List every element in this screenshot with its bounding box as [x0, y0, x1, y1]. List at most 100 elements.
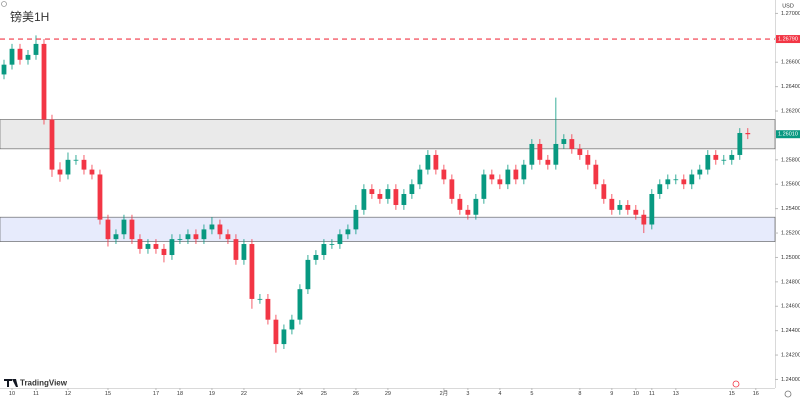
- y-tick-label: 1.24200: [781, 353, 800, 359]
- brand-logo: [4, 379, 18, 387]
- candle-body: [545, 159, 551, 165]
- y-tick-label: 1.25000: [781, 255, 800, 261]
- candle-body: [561, 139, 567, 144]
- x-tick-label: 5: [530, 391, 533, 397]
- alert-price-box: [776, 35, 800, 44]
- candle-body: [145, 244, 151, 249]
- candle-body: [497, 179, 503, 185]
- candle-body: [673, 179, 679, 181]
- settings-icon[interactable]: [784, 390, 792, 398]
- y-tick-label: 1.25800: [781, 157, 800, 163]
- y-tick-label: 1.25600: [781, 182, 800, 188]
- x-tick-label: 10: [633, 391, 639, 397]
- candle-body: [489, 174, 495, 180]
- candle-body: [281, 329, 287, 345]
- candle-body: [73, 159, 79, 161]
- candle-body: [41, 43, 47, 120]
- zones: [0, 119, 776, 242]
- candle-body: [593, 164, 599, 185]
- x-tick-label: 13: [673, 391, 679, 397]
- candle-body: [201, 229, 207, 240]
- candle-body: [361, 189, 367, 210]
- y-tick-label: 1.24000: [781, 377, 800, 383]
- candle-body: [217, 224, 223, 235]
- candle-body: [457, 198, 463, 210]
- candle-body: [553, 143, 559, 165]
- candle-body: [385, 189, 391, 199]
- x-tick-label: 12: [65, 391, 71, 397]
- y-tick-label: 1.26600: [781, 60, 800, 66]
- candle-body: [537, 143, 543, 160]
- candle-body: [137, 239, 143, 249]
- x-tick-label: 11: [649, 391, 655, 397]
- candle-body: [297, 289, 303, 320]
- candle-body: [521, 164, 527, 180]
- y-tick-label: 1.26400: [781, 84, 800, 90]
- last-price-box: [776, 130, 800, 139]
- candle-body: [329, 244, 335, 245]
- candle-body: [233, 239, 239, 260]
- candle-body: [273, 319, 279, 345]
- x-tick-label: 26: [353, 391, 359, 397]
- candle-body: [393, 189, 399, 205]
- candle-body: [193, 234, 199, 240]
- x-tick-label: 22: [241, 391, 247, 397]
- candle-body: [417, 169, 423, 185]
- candle-body: [737, 132, 743, 155]
- candle-body: [25, 54, 31, 60]
- candle-body: [697, 169, 703, 175]
- candle-body: [241, 244, 247, 260]
- candle-body: [665, 179, 671, 185]
- candle-body: [345, 229, 351, 235]
- y-tick-label: 1.27000: [781, 11, 800, 17]
- candle-body: [433, 154, 439, 170]
- menu-icon[interactable]: [1, 1, 7, 7]
- candle-body: [689, 174, 695, 185]
- candle-body: [17, 48, 23, 60]
- candle-body: [481, 174, 487, 199]
- x-tick-label: 11: [33, 391, 39, 397]
- candle-body: [305, 259, 311, 290]
- candle-body: [529, 143, 535, 165]
- candle-body: [289, 319, 295, 330]
- candle-body: [129, 219, 135, 240]
- y-tick-label: 1.26200: [781, 108, 800, 114]
- brand-name: TradingView: [20, 379, 68, 388]
- candle-body: [121, 219, 127, 235]
- candle-body: [377, 194, 383, 199]
- y-tick-label: 1.24800: [781, 279, 800, 285]
- y-tick-label: 1.25200: [781, 230, 800, 236]
- candle-body: [441, 169, 447, 180]
- candle-body: [513, 169, 519, 180]
- candle-body: [585, 154, 591, 165]
- candle-body: [321, 244, 327, 256]
- candles: [1, 35, 751, 353]
- x-tick-label: 9: [610, 391, 613, 397]
- candle-body: [609, 198, 615, 210]
- candle-body: [9, 48, 15, 65]
- candle-body: [33, 43, 39, 55]
- candle-body: [465, 209, 471, 215]
- candle-body: [713, 154, 719, 160]
- x-tick-label: 15: [729, 391, 735, 397]
- candle-body: [177, 239, 183, 240]
- y-tick-label: 1.24600: [781, 304, 800, 310]
- chart-title: 镑美1H: [10, 9, 49, 24]
- event-icon[interactable]: [732, 380, 740, 388]
- candle-body: [473, 198, 479, 215]
- candle-body: [185, 234, 191, 240]
- candle-body: [721, 159, 727, 161]
- candle-body: [505, 169, 511, 185]
- candle-body: [601, 184, 607, 199]
- candle-body: [337, 234, 343, 245]
- candle-body: [265, 298, 271, 320]
- candle-body: [249, 244, 255, 299]
- x-tick-label: 29: [385, 391, 391, 397]
- x-tick-label: 24: [297, 391, 303, 397]
- x-tick-label: 8: [578, 391, 581, 397]
- candle-body: [745, 132, 751, 135]
- y-tick-label: 1.24400: [781, 328, 800, 334]
- x-tick-label: 4: [498, 391, 501, 397]
- candle-body: [729, 154, 735, 160]
